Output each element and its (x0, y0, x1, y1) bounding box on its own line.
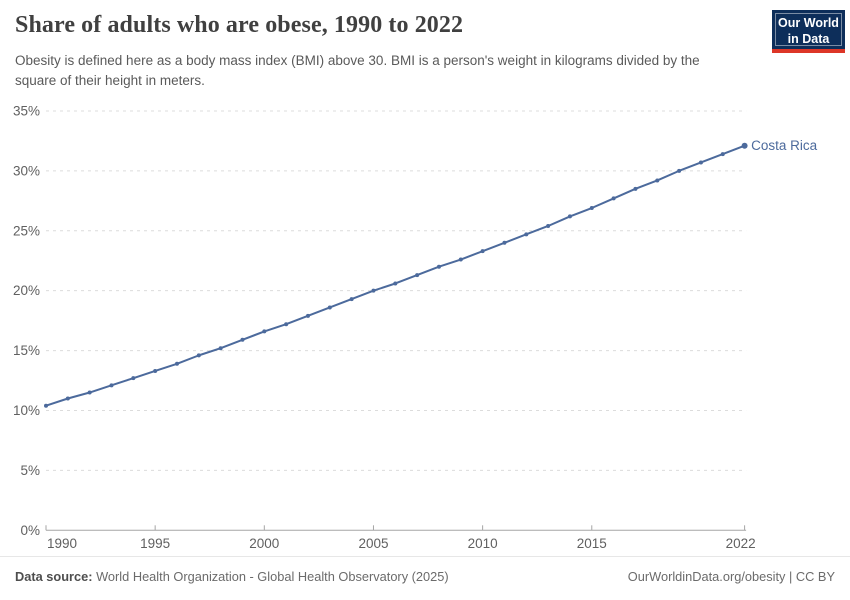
data-point-1995[interactable] (153, 368, 158, 373)
data-point-2002[interactable] (305, 313, 310, 318)
x-tick-label-1990: 1990 (47, 536, 77, 551)
data-point-2010[interactable] (480, 249, 485, 254)
data-point-2020[interactable] (698, 160, 703, 165)
data-point-2003[interactable] (327, 305, 332, 310)
y-tick-label-25: 25% (13, 223, 40, 238)
owid-logo-text-line2: in Data (787, 31, 830, 46)
data-point-1991[interactable] (65, 396, 70, 401)
data-point-2013[interactable] (546, 223, 551, 228)
data-point-1993[interactable] (109, 383, 114, 388)
data-point-2019[interactable] (677, 168, 682, 173)
data-point-2001[interactable] (284, 322, 289, 327)
chart-subtitle: Obesity is defined here as a body mass i… (15, 53, 700, 89)
series-label-costa-rica[interactable]: Costa Rica (751, 138, 818, 153)
data-point-2005[interactable] (371, 288, 376, 293)
y-tick-label-0: 0% (20, 523, 40, 538)
data-source-label: Data source: (15, 569, 93, 584)
data-point-2015[interactable] (589, 206, 594, 211)
data-point-2009[interactable] (458, 257, 463, 262)
owid-logo-text-line1: Our World (778, 15, 839, 30)
footer-divider (0, 556, 850, 557)
data-source-text: World Health Organization - Global Healt… (92, 569, 449, 584)
data-point-2022[interactable] (741, 142, 748, 149)
y-tick-label-35: 35% (13, 103, 40, 118)
x-tick-label-2015: 2015 (577, 536, 607, 551)
data-point-2006[interactable] (393, 281, 398, 286)
page-title: Share of adults who are obese, 1990 to 2… (15, 12, 464, 38)
data-point-2004[interactable] (349, 297, 354, 302)
data-source-note: Data source: World Health Organization -… (15, 569, 449, 584)
data-point-1992[interactable] (87, 390, 92, 395)
owid-logo-red-stripe (772, 49, 845, 53)
owid-logo-frame (775, 13, 842, 46)
x-tick-label-2000: 2000 (249, 536, 279, 551)
data-point-1994[interactable] (131, 376, 136, 381)
x-tick-label-2005: 2005 (358, 536, 388, 551)
x-tick-label-2010: 2010 (468, 536, 498, 551)
data-point-2018[interactable] (655, 178, 660, 183)
data-point-2011[interactable] (502, 240, 507, 245)
data-point-2014[interactable] (567, 214, 572, 219)
data-point-2017[interactable] (633, 186, 638, 191)
data-point-2021[interactable] (720, 152, 725, 157)
data-point-2000[interactable] (262, 329, 267, 334)
data-point-1997[interactable] (196, 353, 201, 358)
y-tick-label-30: 30% (13, 163, 40, 178)
data-point-2008[interactable] (436, 264, 441, 269)
data-point-2007[interactable] (415, 273, 420, 278)
data-point-1996[interactable] (174, 361, 179, 366)
x-tick-label-2022: 2022 (726, 536, 756, 551)
y-tick-label-5: 5% (20, 463, 40, 478)
license-link[interactable]: OurWorldinData.org/obesity | CC BY (627, 569, 835, 584)
y-tick-label-20: 20% (13, 283, 40, 298)
data-point-2016[interactable] (611, 196, 616, 201)
x-tick-label-1995: 1995 (140, 536, 170, 551)
y-tick-label-15: 15% (13, 343, 40, 358)
owid-logo[interactable]: Our World in Data (772, 10, 845, 53)
data-point-2012[interactable] (524, 232, 529, 237)
series-line-costa-rica[interactable] (45, 144, 746, 407)
data-point-1998[interactable] (218, 346, 223, 351)
y-tick-label-10: 10% (13, 403, 40, 418)
data-point-1999[interactable] (240, 337, 245, 342)
data-point-1990[interactable] (44, 403, 48, 408)
